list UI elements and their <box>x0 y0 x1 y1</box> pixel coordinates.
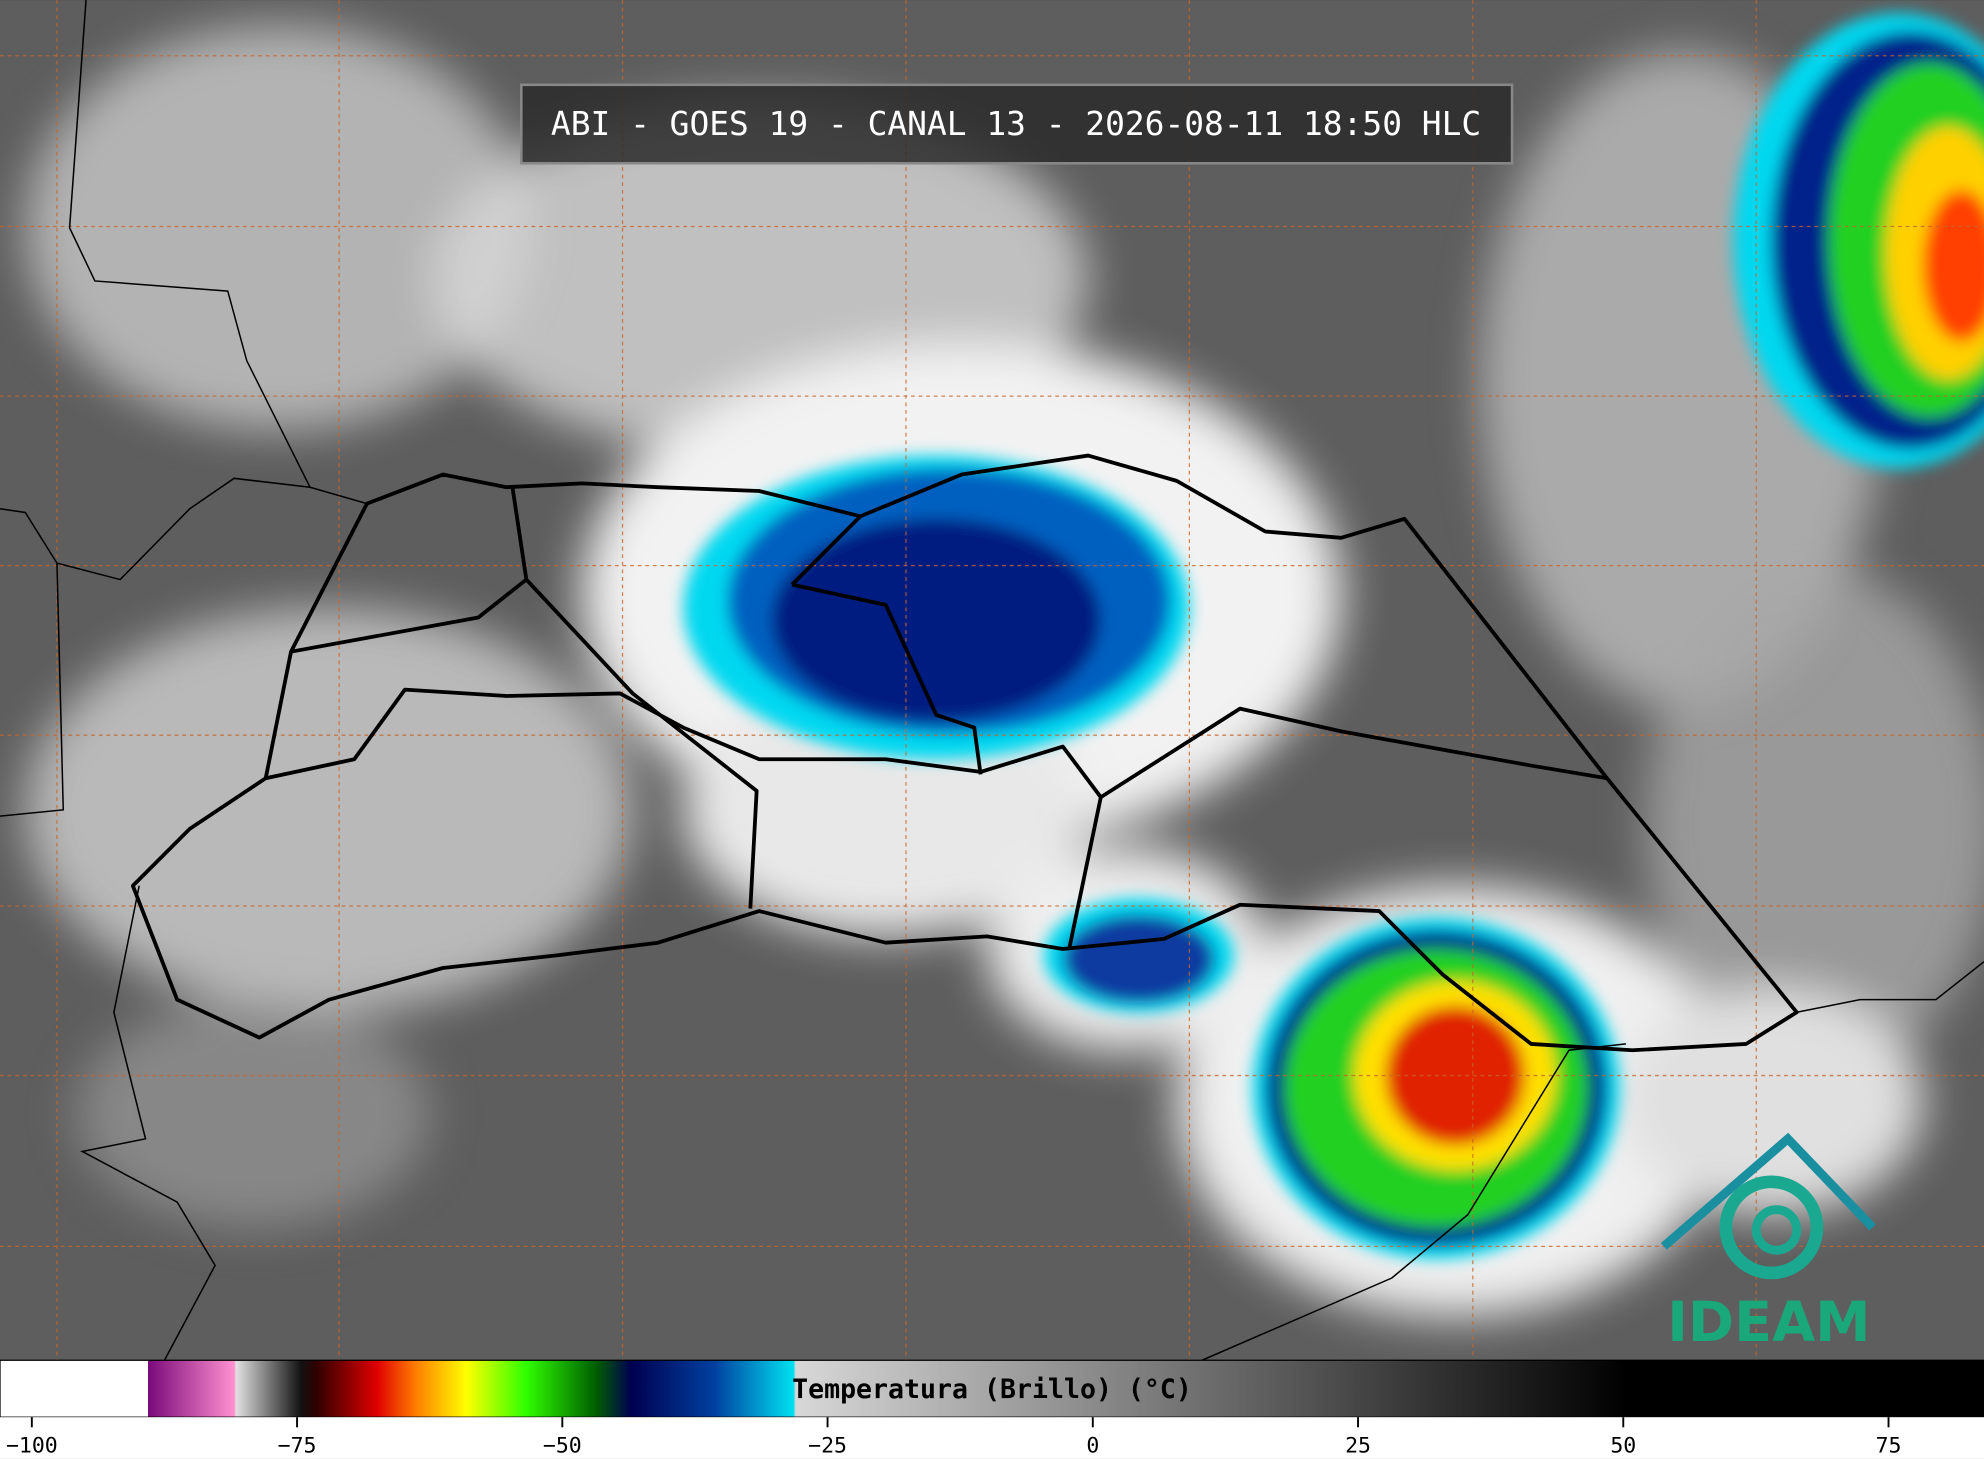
tick-label: 75 <box>1876 1433 1902 1458</box>
tick-label: 25 <box>1345 1433 1371 1458</box>
colorbar-gradient <box>0 1359 1984 1418</box>
tick-label: −100 <box>6 1433 58 1458</box>
tick-label: 50 <box>1610 1433 1636 1458</box>
tick-label: 0 <box>1086 1433 1099 1458</box>
tick-label: −50 <box>543 1433 582 1458</box>
title-box: ABI - GOES 19 - CANAL 13 - 2026-08-11 18… <box>520 83 1514 165</box>
cold-cloud-tops <box>683 12 1984 1260</box>
title: ABI - GOES 19 - CANAL 13 - 2026-08-11 18… <box>551 104 1481 143</box>
tick-label: −75 <box>278 1433 317 1458</box>
colorbar-label: Temperatura (Brillo) (°C) <box>792 1374 1192 1405</box>
tick-label: −25 <box>808 1433 847 1458</box>
logo-text: IDEAM <box>1667 1290 1870 1355</box>
tick-area <box>0 1417 1984 1459</box>
borders <box>130 453 1799 1053</box>
title-background <box>520 83 1514 165</box>
colorbar: Temperatura (Brillo) (°C) −100 −75 −50 −25 0… <box>0 1359 1984 1459</box>
logo: IDEAM <box>1660 1132 1876 1355</box>
cloud-cover <box>25 25 1984 1316</box>
